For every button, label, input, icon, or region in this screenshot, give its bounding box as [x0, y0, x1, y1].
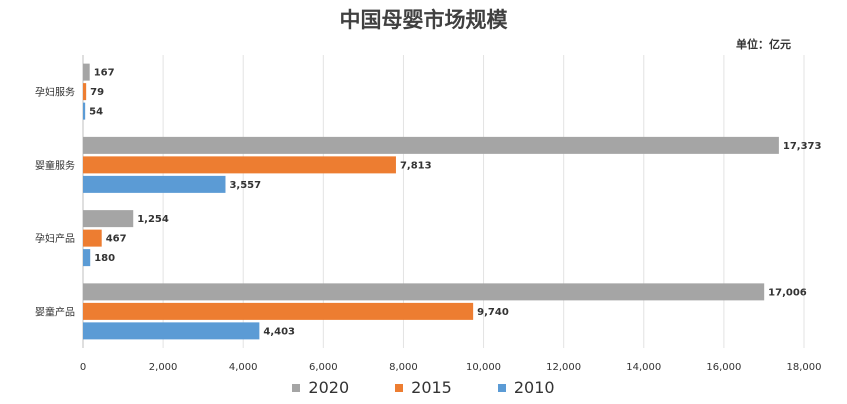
category-label: 婴童产品: [35, 305, 75, 318]
x-tick-label: 10,000: [466, 362, 501, 373]
x-tick-label: 14,000: [626, 362, 661, 373]
data-labels: 167 79 54 17,373 7,813 3,557 1,254 467 180 17,006…: [89, 68, 821, 338]
bar-2020-3: [83, 283, 765, 301]
legend-swatch: [395, 383, 404, 392]
data-label: 180: [94, 253, 115, 264]
legend-label: 2015: [411, 378, 452, 397]
legend-swatch: [292, 383, 301, 392]
x-tick-label: 6,000: [309, 362, 338, 373]
data-label: 1,254: [137, 214, 169, 225]
bar-2015-3: [83, 302, 474, 320]
x-tick-label: 12,000: [546, 362, 581, 373]
legend-item-2010: 2010: [497, 378, 555, 397]
x-tick-label: 18,000: [787, 362, 822, 373]
bar-2015-1: [83, 156, 396, 174]
legend-label: 2020: [308, 378, 350, 397]
legend-label: 2010: [513, 378, 555, 397]
data-label: 9,740: [477, 307, 509, 318]
x-tick-labels: 0 2,000 4,000 6,000 8,000 10,000 12,000 14,000 1…: [80, 362, 822, 373]
bar-2015-0: [83, 83, 87, 101]
legend: 2020 2015 2010: [0, 378, 847, 397]
data-label: 17,006: [768, 287, 807, 298]
bar-2010-1: [83, 175, 226, 193]
x-tick-label: 0: [80, 362, 86, 373]
data-label: 79: [90, 87, 104, 98]
x-tick-label: 8,000: [389, 362, 418, 373]
bars: [83, 63, 779, 340]
data-label: 467: [106, 234, 127, 245]
bar-2010-0: [83, 102, 86, 120]
category-label: 孕妇服务: [35, 86, 75, 99]
data-label: 54: [89, 107, 103, 118]
data-label: 4,403: [263, 326, 295, 337]
chart-title: 中国母婴市场规模: [339, 8, 508, 32]
data-label: 167: [94, 68, 115, 79]
data-label: 3,557: [229, 180, 261, 191]
unit-label: 单位：亿元: [736, 38, 791, 51]
legend-item-2020: 2020: [292, 378, 349, 397]
x-tick-label: 2,000: [149, 362, 178, 373]
legend-swatch: [497, 383, 506, 392]
category-label: 婴童服务: [35, 159, 75, 172]
x-tick-label: 16,000: [706, 362, 741, 373]
bar-2020-1: [83, 136, 779, 154]
bar-2020-0: [83, 63, 90, 81]
bar-2010-2: [83, 249, 91, 267]
category-label: 孕妇产品: [35, 232, 75, 245]
bar-2010-3: [83, 322, 260, 340]
bar-2015-2: [83, 229, 102, 247]
bar-2020-2: [83, 210, 134, 228]
x-tick-label: 4,000: [229, 362, 258, 373]
data-label: 7,813: [400, 160, 432, 171]
legend-item-2015: 2015: [395, 378, 452, 397]
data-label: 17,373: [783, 141, 822, 152]
